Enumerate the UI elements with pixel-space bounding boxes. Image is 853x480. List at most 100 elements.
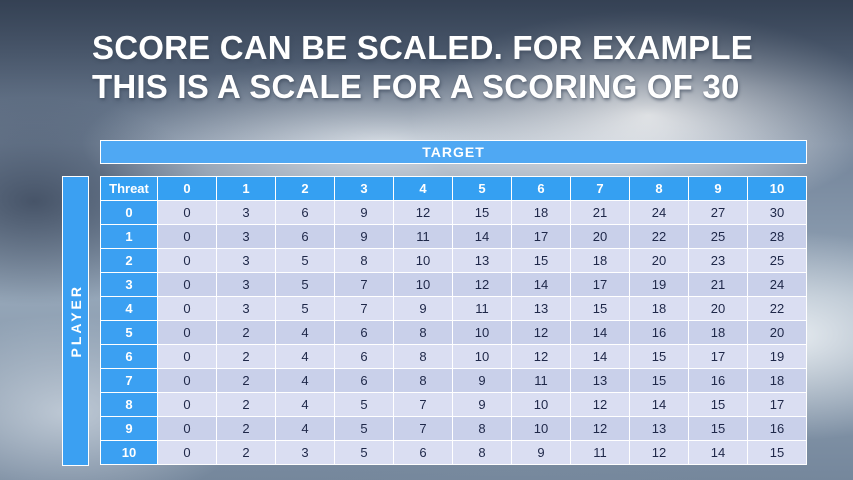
cell: 3 xyxy=(216,272,276,297)
table-spacer xyxy=(100,164,807,176)
cell: 14 xyxy=(629,392,689,417)
cell: 0 xyxy=(157,296,217,321)
cell: 6 xyxy=(393,440,453,465)
cell: 15 xyxy=(511,248,571,273)
cell: 6 xyxy=(275,200,335,225)
title-line-2: THIS IS A SCALE FOR A SCORING OF 30 xyxy=(92,68,740,105)
cell: 0 xyxy=(157,440,217,465)
cell: 24 xyxy=(629,200,689,225)
cell: 3 xyxy=(216,224,276,249)
column-header: 7 xyxy=(570,176,630,201)
cell: 0 xyxy=(157,200,217,225)
row-label: 5 xyxy=(100,320,158,345)
cell: 10 xyxy=(393,248,453,273)
score-table: Threat 0 1 2 3 4 5 6 7 8 9 10 0 0 3 6 9 12 15 18 21 24 27 30 1… xyxy=(100,176,807,465)
cell: 13 xyxy=(452,248,512,273)
cell: 18 xyxy=(511,200,571,225)
cell: 14 xyxy=(452,224,512,249)
cell: 8 xyxy=(393,344,453,369)
cell: 10 xyxy=(452,320,512,345)
cell: 8 xyxy=(334,248,394,273)
cell: 2 xyxy=(216,440,276,465)
cell: 3 xyxy=(216,200,276,225)
cell: 11 xyxy=(511,368,571,393)
row-label: 10 xyxy=(100,440,158,465)
cell: 14 xyxy=(570,320,630,345)
cell: 19 xyxy=(629,272,689,297)
cell: 5 xyxy=(334,440,394,465)
column-header: 8 xyxy=(629,176,689,201)
cell: 11 xyxy=(452,296,512,321)
cell: 0 xyxy=(157,272,217,297)
table-row: 10 0 2 3 5 6 8 9 11 12 14 15 xyxy=(100,440,807,465)
cell: 0 xyxy=(157,344,217,369)
cell: 7 xyxy=(334,296,394,321)
cell: 25 xyxy=(688,224,748,249)
cell: 4 xyxy=(275,344,335,369)
column-header: 4 xyxy=(393,176,453,201)
cell: 2 xyxy=(216,392,276,417)
cell: 13 xyxy=(570,368,630,393)
cell: 9 xyxy=(452,368,512,393)
column-header: 9 xyxy=(688,176,748,201)
cell: 0 xyxy=(157,224,217,249)
table-row: 3 0 3 5 7 10 12 14 17 19 21 24 xyxy=(100,272,807,297)
row-label: 3 xyxy=(100,272,158,297)
row-label: 9 xyxy=(100,416,158,441)
score-table-body: 0 0 3 6 9 12 15 18 21 24 27 30 1 0 3 6 9 11 14 17 20 22 25 28 2 0… xyxy=(100,200,807,465)
table-row: 0 0 3 6 9 12 15 18 21 24 27 30 xyxy=(100,200,807,225)
row-label: 8 xyxy=(100,392,158,417)
cell: 6 xyxy=(334,320,394,345)
cell: 8 xyxy=(393,320,453,345)
cell: 8 xyxy=(393,368,453,393)
cell: 20 xyxy=(688,296,748,321)
cell: 20 xyxy=(629,248,689,273)
cell: 2 xyxy=(216,416,276,441)
cell: 9 xyxy=(452,392,512,417)
cell: 14 xyxy=(688,440,748,465)
cell: 24 xyxy=(747,272,807,297)
cell: 10 xyxy=(393,272,453,297)
cell: 6 xyxy=(334,368,394,393)
cell: 3 xyxy=(275,440,335,465)
column-header: 10 xyxy=(747,176,807,201)
cell: 18 xyxy=(570,248,630,273)
cell: 18 xyxy=(747,368,807,393)
cell: 16 xyxy=(629,320,689,345)
cell: 8 xyxy=(452,416,512,441)
cell: 14 xyxy=(570,344,630,369)
cell: 10 xyxy=(511,392,571,417)
cell: 9 xyxy=(511,440,571,465)
slide-title: SCORE CAN BE SCALED. FOR EXAMPLE THIS IS… xyxy=(92,28,753,106)
cell: 14 xyxy=(511,272,571,297)
cell: 5 xyxy=(275,248,335,273)
cell: 27 xyxy=(688,200,748,225)
cell: 0 xyxy=(157,248,217,273)
column-header: 6 xyxy=(511,176,571,201)
cell: 21 xyxy=(688,272,748,297)
cell: 11 xyxy=(570,440,630,465)
table-row: 9 0 2 4 5 7 8 10 12 13 15 16 xyxy=(100,416,807,441)
table-row: 6 0 2 4 6 8 10 12 14 15 17 19 xyxy=(100,344,807,369)
table-row: 2 0 3 5 8 10 13 15 18 20 23 25 xyxy=(100,248,807,273)
title-line-1: SCORE CAN BE SCALED. FOR EXAMPLE xyxy=(92,29,753,66)
cell: 2 xyxy=(216,368,276,393)
row-label: 1 xyxy=(100,224,158,249)
cell: 20 xyxy=(747,320,807,345)
cell: 11 xyxy=(393,224,453,249)
cell: 7 xyxy=(393,416,453,441)
cell: 7 xyxy=(393,392,453,417)
cell: 0 xyxy=(157,416,217,441)
cell: 23 xyxy=(688,248,748,273)
cell: 9 xyxy=(334,224,394,249)
cell: 15 xyxy=(688,416,748,441)
cell: 12 xyxy=(570,392,630,417)
cell: 4 xyxy=(275,368,335,393)
cell: 12 xyxy=(511,344,571,369)
column-header: 3 xyxy=(334,176,394,201)
target-axis-label: TARGET xyxy=(422,144,485,160)
target-axis-bar: TARGET xyxy=(100,140,807,164)
table-row: 4 0 3 5 7 9 11 13 15 18 20 22 xyxy=(100,296,807,321)
cell: 6 xyxy=(275,224,335,249)
